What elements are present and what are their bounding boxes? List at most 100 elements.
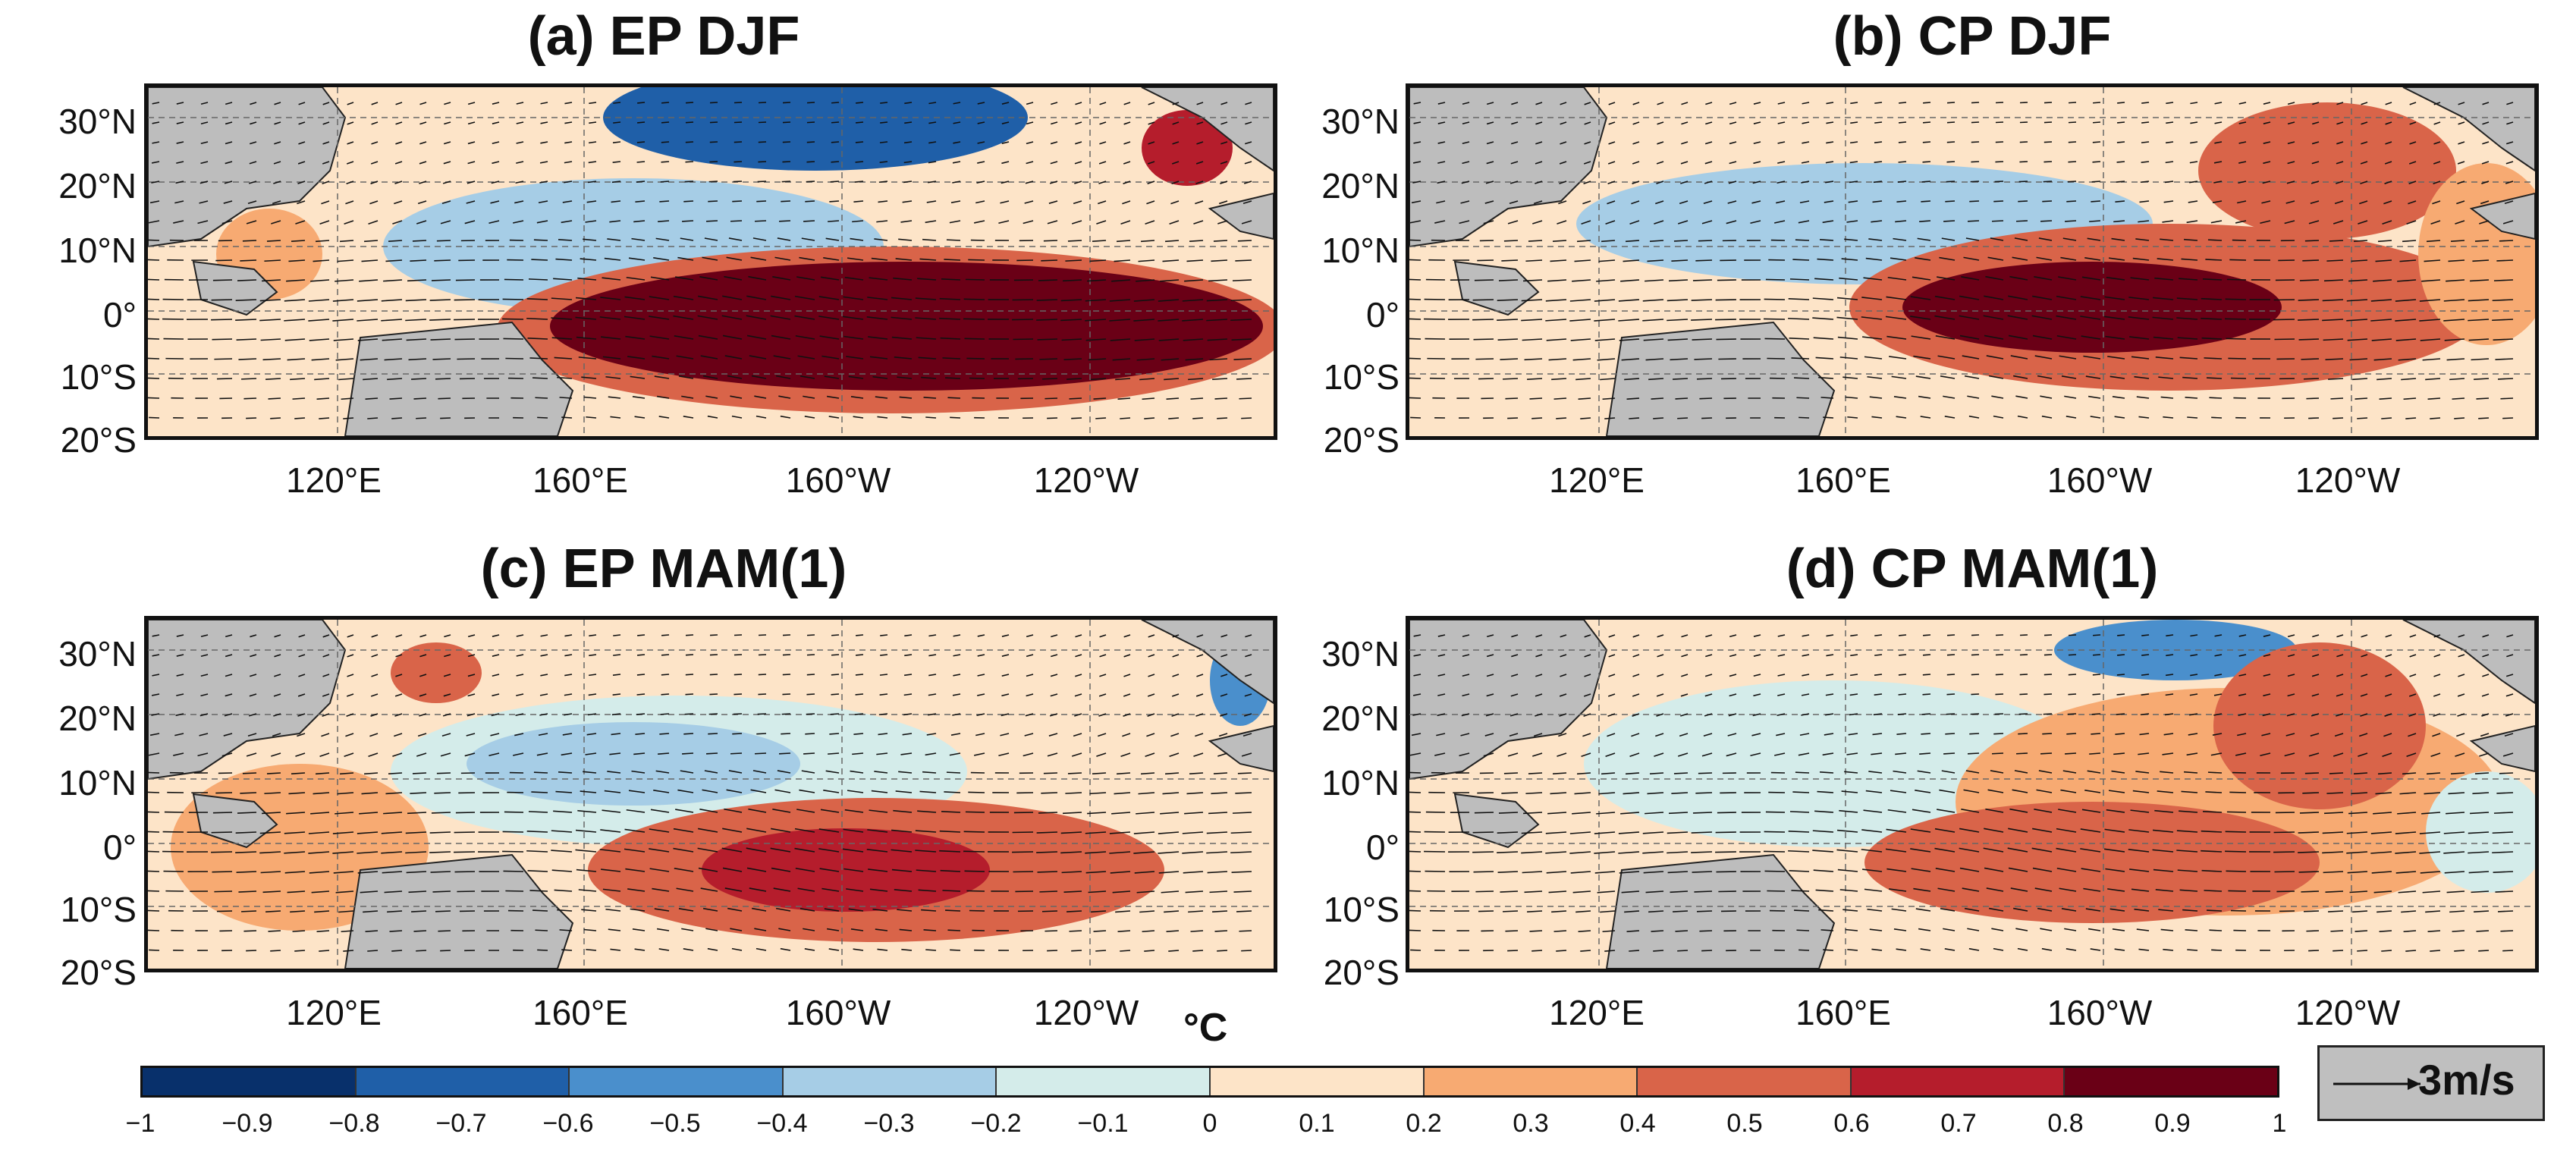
- lon-label: 160°E: [1795, 460, 1891, 500]
- land-asia: [148, 87, 347, 248]
- wind-vector-field: [1409, 102, 2514, 419]
- colorbar-tick-label: 0.8: [2047, 1109, 2084, 1138]
- anomaly-contour: [702, 828, 990, 912]
- colorbar-tick-label: 0.4: [1619, 1109, 1656, 1138]
- lat-label: 30°N: [1321, 102, 1400, 141]
- lon-label: 120°W: [2295, 460, 2401, 500]
- land-central-america: [1208, 192, 1274, 240]
- lon-label: 120°E: [1549, 993, 1645, 1032]
- panel-title-a: (a) EP DJF: [527, 6, 800, 67]
- colorbar-segment: [356, 1068, 570, 1095]
- sst-anomaly-map: [1409, 620, 2535, 969]
- lat-label: 20°N: [58, 699, 137, 738]
- colorbar-tick-label: −0.2: [970, 1109, 1022, 1138]
- lat-label: 10°S: [60, 890, 137, 929]
- lon-label: 160°E: [532, 460, 628, 500]
- colorbar-segment: [1638, 1068, 1852, 1095]
- lon-label: 120°W: [1033, 993, 1139, 1032]
- lat-label: 10°N: [1321, 763, 1400, 803]
- lon-label: 120°W: [2295, 993, 2401, 1032]
- unit-label: °C: [1183, 1006, 1228, 1050]
- wind-vector-field: [148, 102, 1252, 419]
- wind-vector-field: [148, 634, 1252, 952]
- lon-label: 120°E: [286, 460, 382, 500]
- lon-label: 160°E: [532, 993, 628, 1032]
- lat-label: 0°: [1366, 828, 1400, 867]
- panel-title-d: (d) CP MAM(1): [1786, 539, 2159, 599]
- colorbar-tick-label: 0.6: [1833, 1109, 1870, 1138]
- colorbar-tick-label: 0.1: [1299, 1109, 1335, 1138]
- colorbar-tick-label: 0.7: [1940, 1109, 1977, 1138]
- lat-label: 10°S: [60, 357, 137, 397]
- colorbar-segment: [1210, 1068, 1425, 1095]
- lat-label: 10°S: [1323, 357, 1400, 397]
- land-north-america: [1141, 87, 1274, 172]
- land-australia: [1605, 321, 1836, 436]
- colorbar-segment: [1851, 1068, 2066, 1095]
- anomaly-contour: [467, 722, 800, 806]
- colorbar-tick-label: −0.1: [1077, 1109, 1129, 1138]
- lat-label: 10°N: [1321, 231, 1400, 270]
- land-borneo: [192, 260, 278, 316]
- colorbar-tick-label: −0.7: [435, 1109, 487, 1138]
- colorbar-tick-label: 0.5: [1726, 1109, 1763, 1138]
- colorbar-segment: [783, 1068, 997, 1095]
- lat-label: 30°N: [58, 102, 137, 141]
- land-north-america: [2402, 87, 2535, 172]
- anomaly-contour: [550, 262, 1263, 391]
- colorbar-segment: [2065, 1068, 2277, 1095]
- lat-label: 30°N: [58, 634, 137, 674]
- lon-label: 160°W: [785, 993, 891, 1032]
- colorbar-tick-label: 0.3: [1513, 1109, 1549, 1138]
- reference-vector-box: 3m/s: [2317, 1045, 2545, 1121]
- land-central-america: [2469, 724, 2535, 773]
- land-north-america: [1141, 620, 1274, 705]
- colorbar-tick-label: 1: [2272, 1109, 2287, 1138]
- land-borneo: [1453, 260, 1540, 316]
- lat-label: 20°S: [60, 953, 137, 992]
- lat-label: 10°N: [58, 763, 137, 803]
- panel-title-b: (b) CP DJF: [1833, 6, 2112, 67]
- land-asia: [1409, 620, 1608, 781]
- colorbar-segment: [570, 1068, 784, 1095]
- colorbar-segment: [997, 1068, 1211, 1095]
- land-central-america: [2469, 192, 2535, 240]
- lat-label: 20°N: [58, 166, 137, 206]
- reference-arrow-icon: [2333, 1078, 2420, 1090]
- lat-label: 20°S: [1323, 420, 1400, 460]
- map-panel-c: [144, 616, 1277, 972]
- colorbar-tick-label: −0.4: [756, 1109, 808, 1138]
- anomaly-contour: [2213, 642, 2426, 809]
- land-asia: [1409, 87, 1608, 248]
- reference-vector-label: 3m/s: [2418, 1056, 2515, 1104]
- lat-label: 30°N: [1321, 634, 1400, 674]
- colorbar-tick-label: 0.9: [2154, 1109, 2191, 1138]
- anomaly-contour: [391, 642, 482, 703]
- lat-label: 20°S: [1323, 953, 1400, 992]
- lat-label: 10°S: [1323, 890, 1400, 929]
- land-asia: [148, 620, 347, 781]
- map-panel-b: [1406, 83, 2539, 440]
- land-central-america: [1208, 724, 1274, 773]
- colorbar-tick-label: 0: [1202, 1109, 1217, 1138]
- colorbar-tick-label: 0.2: [1406, 1109, 1442, 1138]
- colorbar-segment: [143, 1068, 357, 1095]
- anomaly-contour: [1902, 262, 2282, 353]
- colorbar-segment: [1424, 1068, 1638, 1095]
- colorbar-tick-label: −0.9: [221, 1109, 273, 1138]
- land-borneo: [1453, 793, 1540, 849]
- sst-anomaly-map: [148, 620, 1274, 969]
- anomaly-contour: [2198, 102, 2456, 239]
- colorbar-tick-label: −0.8: [328, 1109, 380, 1138]
- land-borneo: [192, 793, 278, 849]
- lon-label: 120°W: [1033, 460, 1139, 500]
- wind-vector-field: [1409, 634, 2514, 952]
- anomaly-contour: [1142, 110, 1233, 186]
- map-panel-a: [144, 83, 1277, 440]
- colorbar-tick-label: −1: [125, 1109, 156, 1138]
- lon-label: 160°W: [785, 460, 891, 500]
- lon-label: 120°E: [286, 993, 382, 1032]
- colorbar-tick-label: −0.5: [649, 1109, 701, 1138]
- lat-label: 0°: [103, 295, 137, 335]
- lat-label: 10°N: [58, 231, 137, 270]
